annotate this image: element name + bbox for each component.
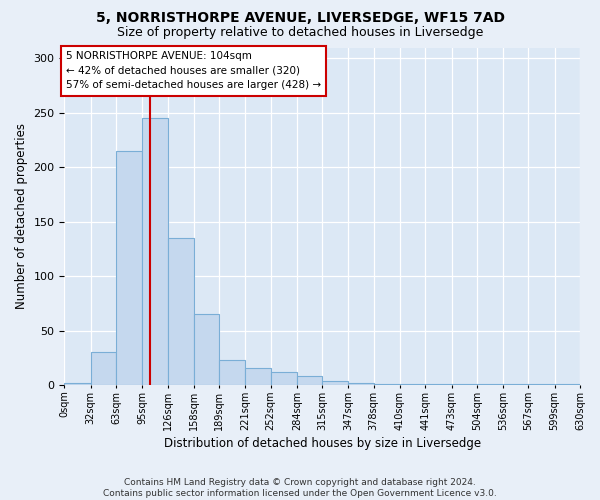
X-axis label: Distribution of detached houses by size in Liversedge: Distribution of detached houses by size … <box>164 437 481 450</box>
Text: 5, NORRISTHORPE AVENUE, LIVERSEDGE, WF15 7AD: 5, NORRISTHORPE AVENUE, LIVERSEDGE, WF15… <box>95 11 505 25</box>
Text: Size of property relative to detached houses in Liversedge: Size of property relative to detached ho… <box>117 26 483 39</box>
Bar <box>400 384 425 385</box>
Text: 5 NORRISTHORPE AVENUE: 104sqm
← 42% of detached houses are smaller (320)
57% of : 5 NORRISTHORPE AVENUE: 104sqm ← 42% of d… <box>66 51 321 90</box>
Bar <box>452 384 477 385</box>
Bar <box>503 384 529 385</box>
Bar <box>142 118 167 385</box>
Bar <box>116 151 142 385</box>
Bar <box>91 352 116 385</box>
Bar <box>477 384 503 385</box>
Text: Contains HM Land Registry data © Crown copyright and database right 2024.
Contai: Contains HM Land Registry data © Crown c… <box>103 478 497 498</box>
Bar <box>194 314 219 385</box>
Bar <box>529 384 554 385</box>
Bar <box>219 360 245 385</box>
Y-axis label: Number of detached properties: Number of detached properties <box>15 123 28 309</box>
Bar <box>349 383 374 385</box>
Bar <box>167 238 194 385</box>
Bar <box>271 372 297 385</box>
Bar <box>425 384 452 385</box>
Bar <box>554 384 580 385</box>
Bar <box>322 380 349 385</box>
Bar <box>64 383 91 385</box>
Bar <box>297 376 322 385</box>
Bar <box>374 384 400 385</box>
Bar <box>245 368 271 385</box>
